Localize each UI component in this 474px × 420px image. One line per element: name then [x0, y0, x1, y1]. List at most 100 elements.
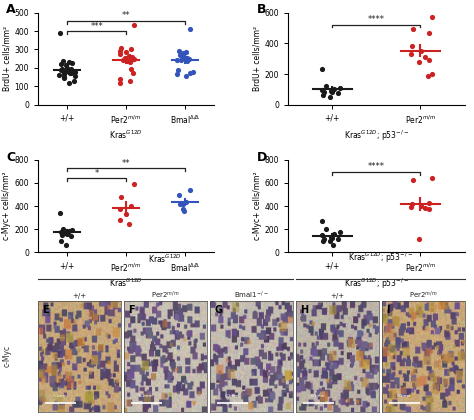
Text: ***: *** [91, 21, 103, 31]
Point [128, 53, 136, 60]
Point [179, 52, 187, 59]
Point [117, 205, 124, 212]
Text: ****: **** [368, 163, 385, 171]
Point [408, 51, 415, 58]
Point [179, 200, 186, 207]
Point [130, 22, 137, 29]
Text: E: E [42, 305, 49, 315]
Point [127, 59, 134, 66]
Point [415, 236, 422, 243]
Point [175, 191, 183, 198]
Point [176, 201, 184, 207]
Point [128, 66, 135, 72]
Point [175, 48, 183, 55]
Point [187, 186, 194, 193]
Point [57, 237, 65, 244]
Point [126, 52, 133, 59]
Point [408, 204, 415, 210]
Point [68, 226, 76, 233]
Point [124, 58, 131, 65]
Point [55, 72, 63, 79]
Point [67, 68, 75, 75]
Point [63, 62, 70, 68]
Point [177, 57, 184, 64]
Point [425, 57, 433, 63]
Point [428, 71, 436, 77]
Point [60, 74, 68, 81]
Point [62, 66, 69, 73]
Point [410, 26, 417, 33]
Text: 0.1mm: 0.1mm [53, 394, 67, 399]
Point [126, 221, 133, 228]
Point [425, 199, 432, 206]
Title: Bmal1$^{-/-}$: Bmal1$^{-/-}$ [234, 289, 269, 301]
Point [334, 236, 342, 243]
Point [63, 230, 71, 237]
Point [182, 73, 190, 79]
Point [421, 205, 429, 212]
Point [59, 58, 67, 65]
Point [174, 66, 182, 73]
Point [336, 228, 344, 235]
Point [57, 210, 64, 216]
Point [327, 233, 335, 240]
Point [58, 231, 65, 238]
Point [328, 234, 336, 241]
Point [65, 68, 73, 75]
Title: +/+: +/+ [330, 293, 344, 299]
Text: 0.1mm: 0.1mm [311, 394, 325, 399]
Point [57, 29, 64, 36]
Point [410, 177, 417, 184]
Point [319, 66, 326, 73]
Point [121, 54, 128, 61]
Title: Per2$^{m/m}$: Per2$^{m/m}$ [409, 289, 438, 301]
Text: B: B [256, 3, 266, 16]
Point [425, 73, 432, 80]
Point [70, 77, 78, 84]
Point [130, 181, 137, 187]
Point [64, 67, 72, 74]
X-axis label: Kras$^{G12D}$; p53$^{-/-}$: Kras$^{G12D}$; p53$^{-/-}$ [344, 276, 409, 291]
Point [176, 52, 184, 58]
X-axis label: Kras$^{G12D}$: Kras$^{G12D}$ [109, 129, 143, 141]
Text: 0.1mm: 0.1mm [225, 394, 239, 399]
Point [116, 79, 124, 86]
Text: 0.1mm: 0.1mm [139, 394, 154, 399]
Point [126, 77, 134, 84]
Title: +/+: +/+ [72, 293, 86, 299]
Point [336, 84, 344, 91]
Text: D: D [256, 151, 267, 164]
Point [320, 236, 328, 242]
Point [119, 57, 127, 64]
Point [319, 218, 326, 224]
Text: **: ** [122, 11, 130, 21]
Point [319, 237, 327, 244]
Text: c-Myc: c-Myc [2, 345, 11, 368]
Point [60, 69, 67, 76]
Text: Kras$^{G12D}$: Kras$^{G12D}$ [148, 253, 182, 265]
Point [334, 90, 342, 97]
Point [62, 242, 69, 249]
Text: ****: **** [368, 15, 385, 24]
Y-axis label: c-Myc+ cells/mm²: c-Myc+ cells/mm² [253, 172, 262, 240]
Point [326, 94, 333, 100]
Point [185, 55, 192, 62]
Point [408, 43, 416, 50]
Point [122, 49, 130, 55]
Point [319, 87, 326, 94]
Point [173, 56, 181, 63]
Point [65, 59, 73, 66]
Point [118, 44, 125, 51]
Text: G: G [214, 305, 222, 315]
Point [63, 67, 70, 74]
Point [319, 232, 326, 239]
Point [60, 71, 68, 78]
Point [425, 29, 432, 36]
Point [183, 58, 191, 65]
Point [329, 242, 337, 249]
Point [118, 194, 125, 200]
Point [57, 66, 65, 73]
Point [327, 87, 335, 94]
Text: H: H [300, 305, 308, 315]
Point [189, 68, 197, 75]
